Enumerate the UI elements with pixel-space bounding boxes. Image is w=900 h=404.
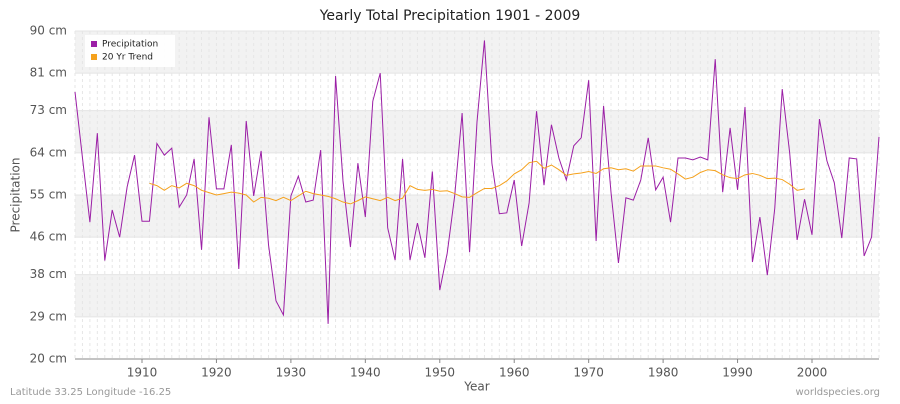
- legend-swatch: [91, 41, 97, 47]
- x-tick-label: 1950: [425, 366, 456, 380]
- y-tick-label: 64 cm: [30, 145, 67, 159]
- x-tick-label: 1980: [648, 366, 679, 380]
- series-line: [149, 160, 805, 205]
- x-tick-label: 1990: [722, 366, 753, 380]
- x-tick-label: 2000: [797, 366, 828, 380]
- x-tick-label: 1920: [201, 366, 232, 380]
- y-tick-label: 38 cm: [30, 267, 67, 281]
- y-tick-label: 29 cm: [30, 309, 67, 323]
- x-tick-label: 1940: [350, 366, 381, 380]
- legend-swatch: [91, 54, 97, 60]
- chart-title: Yearly Total Precipitation 1901 - 2009: [319, 8, 581, 24]
- y-tick-label: 55 cm: [30, 188, 67, 202]
- legend-label: 20 Yr Trend: [102, 53, 153, 63]
- x-tick-label: 1930: [276, 366, 307, 380]
- x-tick-label: 1910: [127, 366, 158, 380]
- legend: Precipitation 20 Yr Trend: [85, 35, 175, 67]
- y-tick-label: 90 cm: [30, 24, 67, 38]
- x-tick-label: 1970: [573, 366, 604, 380]
- legend-label: Precipitation: [102, 40, 158, 50]
- x-tick-label: 1960: [499, 366, 530, 380]
- y-tick-label: 73 cm: [30, 103, 67, 117]
- x-axis-label: Year: [463, 380, 489, 394]
- y-tick-label: 20 cm: [30, 352, 67, 366]
- footer-right: worldspecies.org: [796, 387, 880, 398]
- footer-left: Latitude 33.25 Longitude -16.25: [10, 387, 171, 398]
- y-tick-label: 46 cm: [30, 230, 67, 244]
- series-line: [74, 40, 880, 324]
- y-tick-label: 81 cm: [30, 66, 67, 80]
- y-axis-label: Precipitation: [9, 157, 23, 232]
- legend-box: [85, 35, 175, 67]
